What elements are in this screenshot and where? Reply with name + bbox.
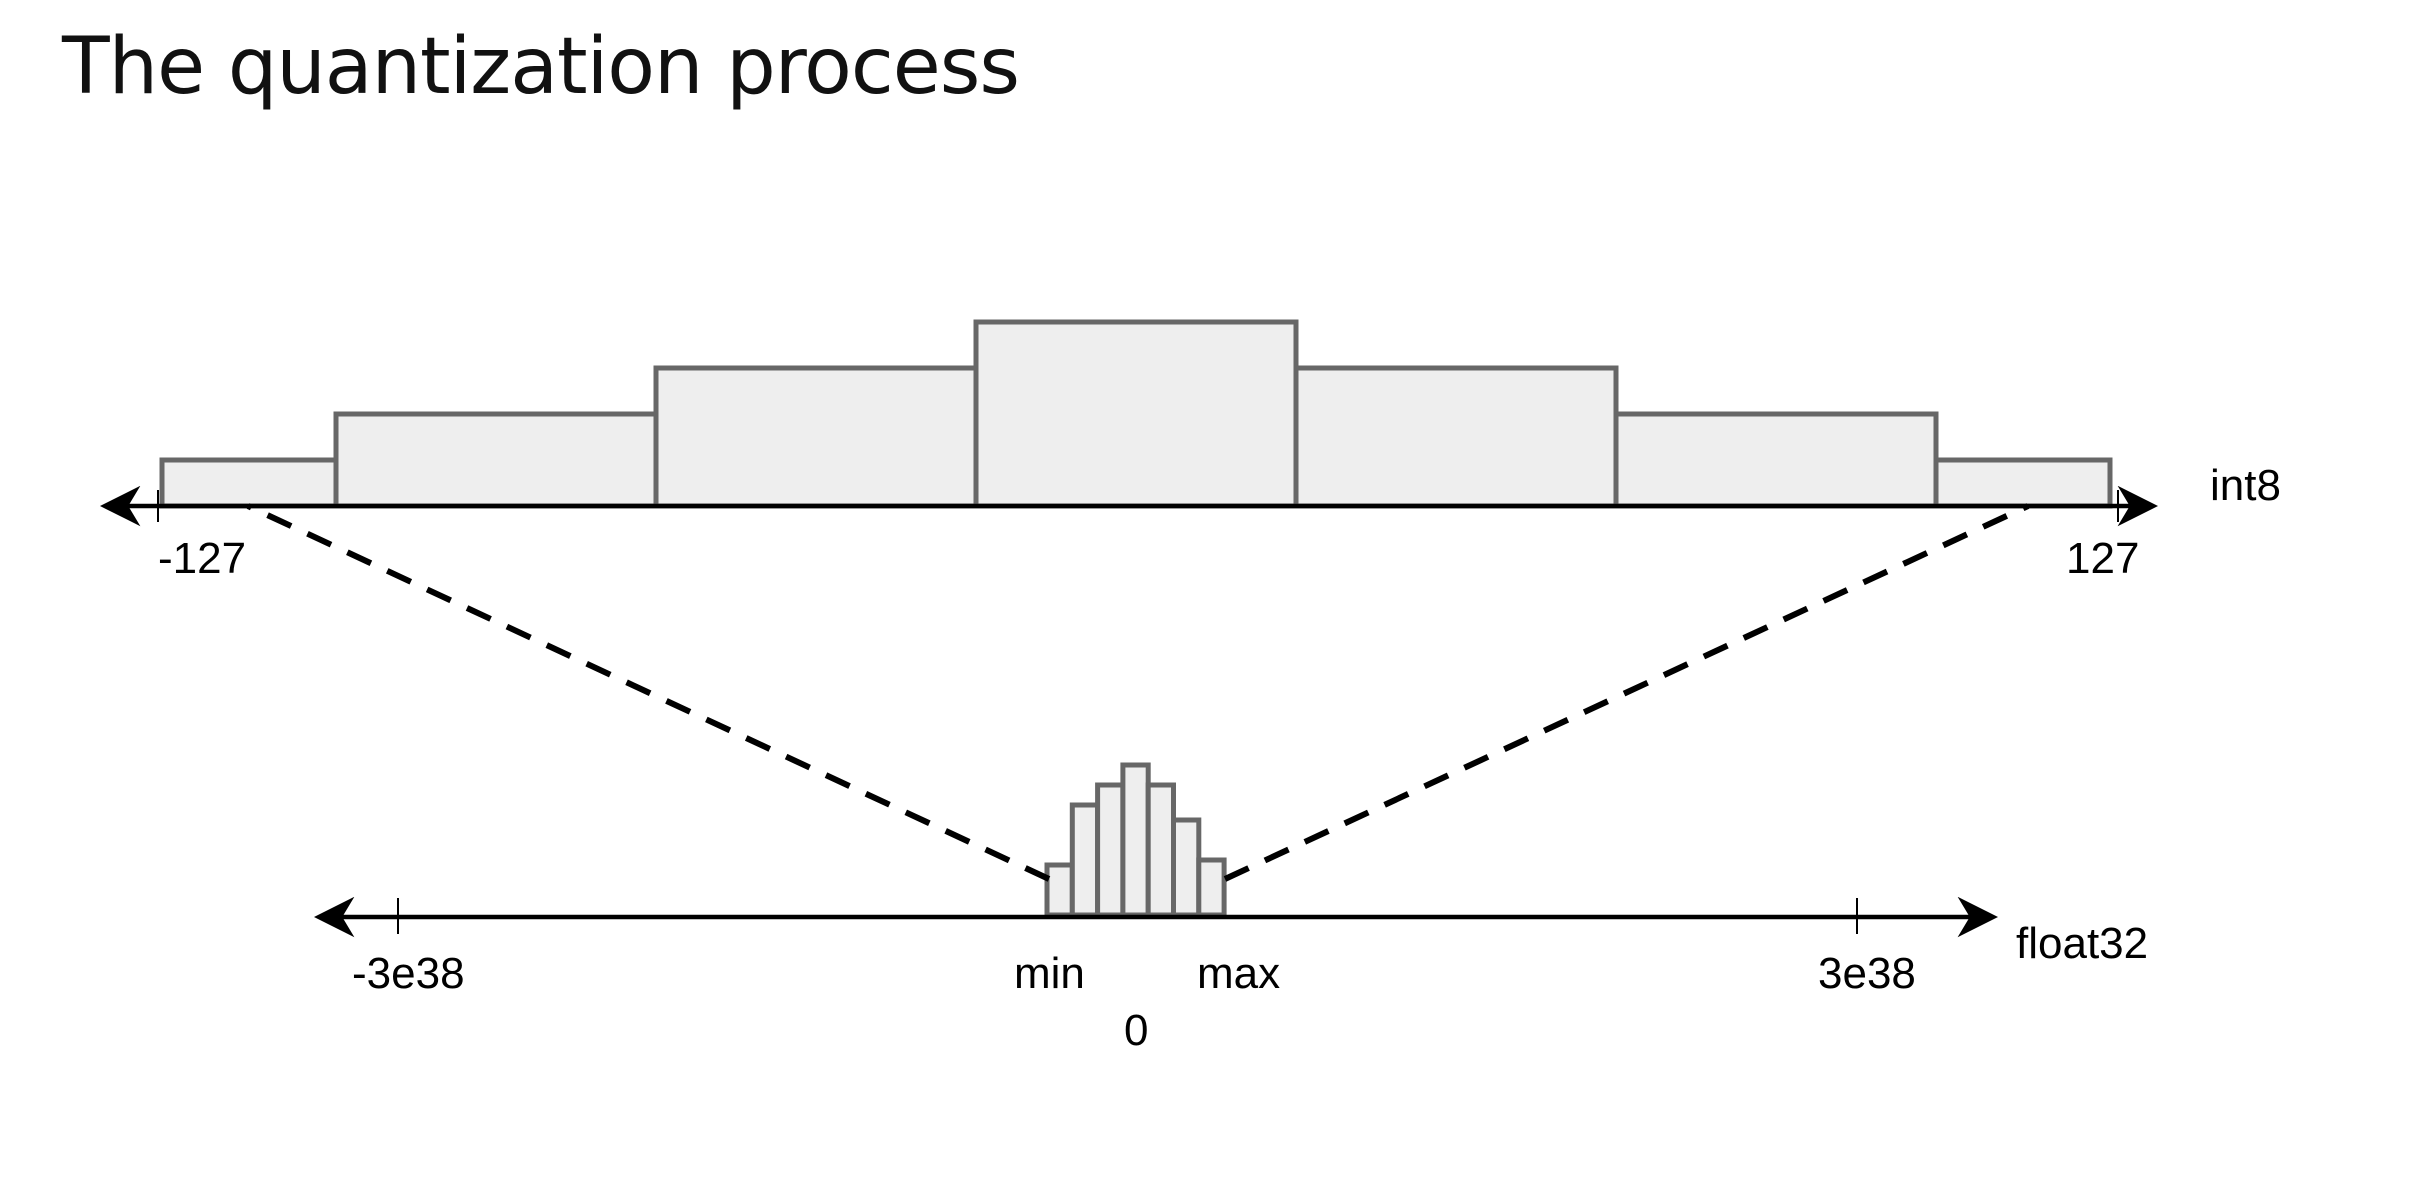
int8-bar-2 xyxy=(333,411,659,509)
float32-axis-name: float32 xyxy=(2016,919,2148,968)
float32-bar-1 xyxy=(1044,862,1075,918)
float32-bar-5 xyxy=(1145,782,1176,918)
int8-bar-6 xyxy=(1613,411,1939,509)
float32-bar-7 xyxy=(1196,857,1227,918)
int8-max-label: 127 xyxy=(2066,534,2139,583)
int8-axis-name: int8 xyxy=(2210,461,2281,510)
mapping-line-max xyxy=(1223,503,2030,882)
int8-bar-5 xyxy=(1293,365,1619,509)
int8-bar-1 xyxy=(159,457,339,509)
range-max-label: max xyxy=(1197,949,1280,998)
float32-bar-6 xyxy=(1171,817,1202,918)
page-title: The quantization process xyxy=(62,22,1020,112)
int8-bar-3 xyxy=(653,365,979,509)
int8-histogram xyxy=(159,319,2113,509)
zero-label: 0 xyxy=(1124,1006,1148,1055)
int8-bar-7 xyxy=(1933,457,2113,509)
float32-max-label: 3e38 xyxy=(1818,949,1916,998)
int8-min-label: -127 xyxy=(158,534,246,583)
float32-min-label: -3e38 xyxy=(352,949,465,998)
int8-bar-4 xyxy=(973,319,1299,509)
float32-bar-2 xyxy=(1069,802,1101,918)
mapping-line-min xyxy=(246,503,1051,882)
float32-histogram xyxy=(1044,762,1227,918)
float32-bar-4 xyxy=(1120,762,1151,918)
range-min-label: min xyxy=(1014,949,1085,998)
float32-bar-3 xyxy=(1095,782,1126,918)
